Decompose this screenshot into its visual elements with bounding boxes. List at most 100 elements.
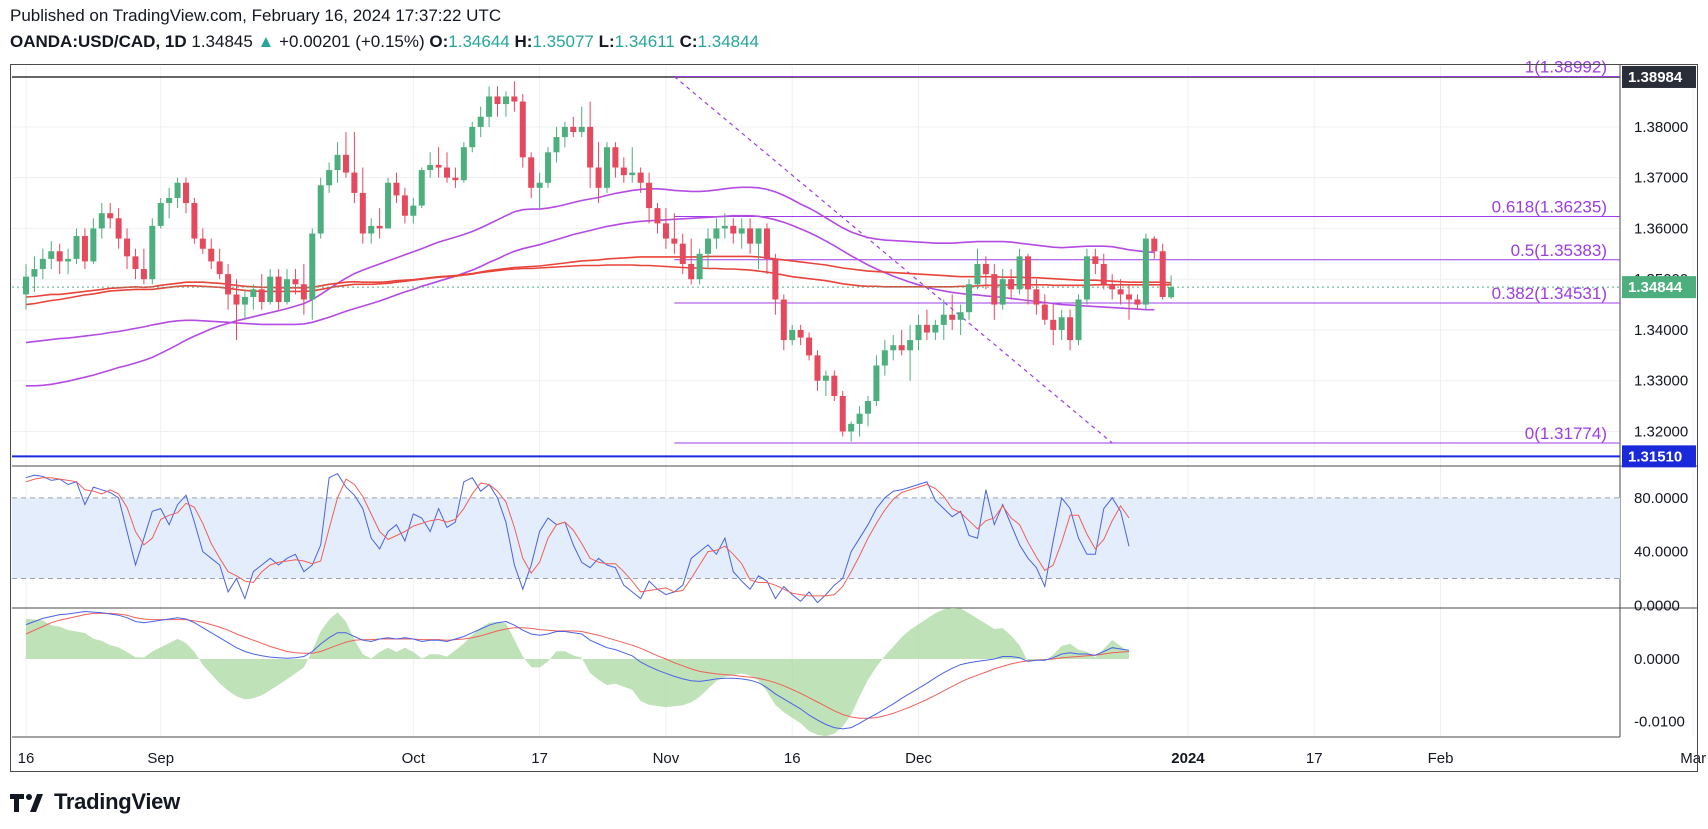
candle-body: [376, 225, 383, 229]
candle-body: [528, 157, 535, 188]
candle-body: [898, 345, 905, 351]
tradingview-logo-icon: [10, 794, 43, 812]
price-tag-low-box: [1622, 445, 1696, 468]
candle-body: [1058, 317, 1065, 330]
symbol-ohlc-line: OANDA:USD/CAD, 1D 1.34845 ▲ +0.00201 (+0…: [10, 32, 759, 52]
price-tick-1.38000: 1.38000: [1634, 119, 1688, 136]
candle-body: [73, 236, 80, 259]
time-tick-Sep: Sep: [147, 750, 174, 767]
candle-body: [56, 251, 63, 262]
candle-body: [789, 329, 796, 341]
macd-tick-0.0000: 0.0000: [1634, 651, 1680, 668]
price-tag-current: 1.34844: [1628, 279, 1683, 296]
candle-body: [477, 116, 484, 127]
candle-body: [1092, 256, 1099, 264]
time-tick-17: 17: [1306, 750, 1323, 767]
brand-name: TradingView: [54, 789, 180, 814]
candle-body: [31, 269, 38, 277]
candle-body: [982, 263, 989, 275]
symbol-label[interactable]: OANDA:USD/CAD, 1D: [10, 32, 187, 51]
macd-histogram-area: [26, 607, 1129, 737]
stoch-tick-80.0000: 80.0000: [1634, 490, 1688, 507]
candle-body: [368, 225, 375, 234]
candle-body: [233, 294, 240, 305]
candle-body: [90, 228, 97, 262]
candle-body: [284, 279, 291, 303]
candle-body: [258, 289, 265, 303]
candle-body: [915, 324, 922, 341]
time-tick-Feb: Feb: [1428, 750, 1454, 767]
candle-body: [1050, 319, 1057, 330]
candle-body: [385, 182, 392, 229]
close-value: 1.34844: [697, 32, 760, 51]
candle-body: [452, 177, 459, 181]
ma-red-slow: [25, 264, 1172, 306]
candle-body: [317, 185, 324, 234]
low-label: L:: [598, 32, 615, 51]
candle-body: [401, 195, 408, 216]
candle-body: [444, 167, 450, 178]
candle-body: [907, 340, 914, 351]
candle-body: [848, 423, 855, 432]
up-triangle-icon: ▲: [257, 32, 275, 51]
candle-body: [865, 401, 871, 414]
candle-body: [873, 365, 880, 402]
fib-label-0.382: 0.382(1.34531): [1492, 284, 1607, 303]
candle-body: [124, 238, 131, 257]
candle-body: [140, 269, 147, 280]
fib-trendline: [673, 76, 1113, 444]
candle-body: [932, 324, 939, 333]
candle-body: [603, 147, 610, 188]
high-label: H:: [514, 32, 533, 51]
candle-body: [191, 203, 198, 239]
candle-body: [780, 299, 787, 341]
candle-body: [1168, 287, 1175, 298]
time-tick-16: 16: [784, 750, 801, 767]
candle-body: [763, 228, 770, 259]
candle-body: [890, 345, 897, 351]
candle-body: [738, 228, 745, 234]
published-line: Published on TradingView.com, February 1…: [10, 6, 502, 25]
price-tag-high-box: [1622, 65, 1696, 88]
candle-body: [772, 258, 779, 300]
candle-body: [1008, 279, 1015, 290]
candle-body: [182, 182, 189, 204]
candle-body: [1151, 238, 1158, 252]
tradingview-logo[interactable]: TradingView: [10, 789, 180, 815]
candle-body: [300, 284, 307, 300]
candle-body: [553, 137, 560, 153]
candle-body: [721, 225, 728, 229]
candle-body: [806, 337, 813, 356]
price-tick-1.36000: 1.36000: [1634, 220, 1688, 237]
price-change: +0.00201 (+0.15%): [279, 32, 425, 51]
price-tick-1.32000: 1.32000: [1634, 423, 1688, 440]
time-tick-Nov: Nov: [653, 750, 680, 767]
candle-body: [1016, 256, 1023, 290]
price-tick-1.37000: 1.37000: [1634, 170, 1688, 187]
candle-body: [486, 96, 493, 117]
candle-body: [620, 167, 627, 176]
stoch-band-fill: [12, 497, 1620, 579]
candle-body: [427, 164, 434, 171]
stoch-d-line: [25, 477, 1130, 597]
candle-body: [545, 152, 552, 183]
candle-body: [174, 182, 181, 198]
macd-line: [25, 610, 1130, 730]
candles: [23, 81, 1175, 442]
candle-body: [940, 314, 947, 325]
candle-body: [511, 96, 518, 102]
price-tick-1.34000: 1.34000: [1634, 322, 1688, 339]
high-value: 1.35077: [532, 32, 594, 51]
candle-body: [654, 208, 661, 224]
candle-body: [359, 192, 366, 234]
candle-body: [1041, 304, 1048, 320]
ma-purple-fast: [26, 186, 1155, 387]
macd-signal-line: [25, 612, 1130, 719]
candle-body: [561, 126, 568, 138]
candle-body: [923, 324, 930, 333]
candle-body: [410, 205, 417, 216]
candle-body: [671, 238, 678, 244]
candle-body: [747, 228, 754, 244]
candle-body: [1142, 238, 1149, 305]
